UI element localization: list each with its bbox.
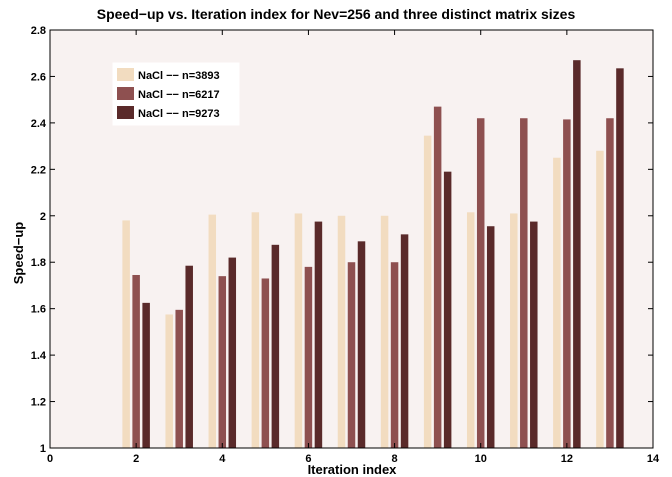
legend: NaCl −− n=3893 NaCl −− n=6217 NaCl −− n=92…: [112, 62, 240, 126]
y-tick-label: 2.2: [31, 164, 46, 176]
legend-swatch: [117, 87, 134, 100]
legend-swatch: [117, 68, 134, 81]
y-tick-label: 1.4: [31, 350, 47, 362]
x-tick-label: 14: [647, 453, 660, 465]
bar-series-2-x-10: [476, 118, 485, 449]
y-tick-label: 2: [40, 211, 46, 223]
bar-series-2-x-2: [132, 274, 140, 448]
bar-series-2-x-3: [175, 309, 183, 448]
bar-series-1-x-8: [380, 215, 389, 448]
bars-group: [122, 60, 624, 449]
x-tick-label: 8: [392, 453, 398, 465]
bar-series-3-x-5: [271, 244, 280, 448]
bar-series-1-x-13: [596, 150, 604, 448]
y-tick-label: 2.8: [31, 25, 46, 37]
bar-series-1-x-6: [294, 213, 303, 448]
ticks-group: 0 2 4 6 8 10 12 14 1 1.2 1.4 1.6 1.8 2 2.2 2.4 2.6 2.8: [31, 25, 660, 465]
axes-group: [49, 29, 654, 449]
x-tick-label: 12: [561, 453, 573, 465]
bar-series-2-x-11: [520, 118, 528, 449]
y-tick-label: 1.8: [31, 257, 46, 269]
bar-series-3-x-12: [573, 60, 581, 448]
bar-series-3-x-2: [142, 302, 150, 448]
bar-series-1-x-9: [423, 135, 432, 448]
x-tick-label: 10: [475, 453, 487, 465]
legend-label: NaCl −− n=9273: [138, 108, 220, 120]
bar-series-2-x-4: [218, 276, 227, 448]
bar-series-3-x-11: [530, 221, 538, 448]
bar-series-1-x-3: [165, 314, 173, 448]
y-tick-label: 1.2: [31, 397, 46, 409]
bar-series-1-x-2: [122, 220, 130, 448]
y-tick-label: 2.6: [31, 71, 46, 83]
bar-series-1-x-7: [337, 215, 346, 448]
bar-series-2-x-13: [606, 118, 614, 449]
x-tick-label: 0: [47, 453, 53, 465]
bar-series-1-x-11: [510, 213, 518, 448]
legend-label: NaCl −− n=3893: [138, 70, 220, 82]
bar-series-3-x-13: [616, 68, 624, 448]
axes-box: [49, 29, 654, 449]
bar-series-1-x-5: [251, 212, 260, 448]
bar-series-3-x-8: [400, 234, 409, 448]
y-tick-label: 1.6: [31, 304, 46, 316]
bar-series-1-x-10: [466, 212, 475, 448]
bar-series-2-x-7: [347, 262, 356, 448]
bar-series-1-x-4: [208, 214, 217, 448]
bar-series-2-x-9: [433, 106, 442, 448]
y-tick-label: 2.4: [31, 118, 47, 130]
legend-label: NaCl −− n=6217: [138, 89, 220, 101]
bar-series-3-x-4: [228, 257, 237, 448]
bar-series-2-x-12: [563, 119, 571, 448]
bar-series-2-x-6: [304, 266, 313, 448]
x-axis-label: Iteration index: [308, 462, 398, 477]
bar-series-2-x-5: [261, 278, 270, 448]
bar-series-3-x-7: [357, 241, 366, 448]
bar-series-3-x-9: [443, 171, 452, 448]
bar-series-3-x-10: [486, 226, 495, 448]
y-axis-label: Speed−up: [11, 222, 26, 285]
bar-series-3-x-3: [185, 265, 193, 448]
bar-series-3-x-6: [314, 221, 323, 448]
y-tick-label: 1: [40, 443, 46, 455]
bar-series-2-x-8: [390, 262, 399, 448]
chart-title: Speed−up vs. Iteration index for Nev=256…: [97, 6, 576, 22]
bar-series-1-x-12: [553, 157, 561, 448]
x-tick-label: 6: [305, 453, 311, 465]
x-tick-label: 4: [219, 453, 226, 465]
x-tick-label: 2: [133, 453, 139, 465]
legend-swatch: [117, 106, 134, 119]
